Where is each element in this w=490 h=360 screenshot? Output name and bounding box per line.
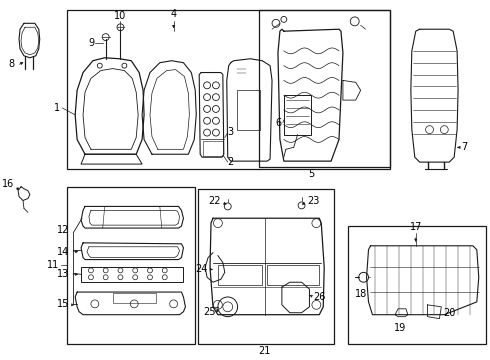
Text: 6: 6 [276,118,282,128]
Bar [259,9,390,167]
Text: 12: 12 [57,225,69,235]
Text: 23: 23 [308,195,320,206]
Text: 21: 21 [258,346,270,356]
Text: 26: 26 [314,292,326,302]
Text: 9: 9 [88,38,94,48]
Text: 1: 1 [54,103,60,113]
Bar [267,265,319,285]
Text: 7: 7 [461,142,467,152]
Text: 8: 8 [8,59,14,69]
Text: 16: 16 [2,179,14,189]
Text: 2: 2 [228,157,234,167]
Bar [284,95,312,135]
Bar [67,9,390,169]
Text: 11: 11 [47,261,59,270]
Text: 15: 15 [57,299,69,309]
Bar [113,293,156,303]
Bar [81,267,183,282]
Text: 22: 22 [208,195,221,206]
Text: 4: 4 [171,9,177,19]
Text: 10: 10 [114,12,126,21]
Text: 25: 25 [203,307,216,317]
Bar [237,90,260,130]
Text: 18: 18 [354,289,367,299]
Text: 14: 14 [57,247,69,257]
Text: 24: 24 [196,264,208,274]
Bar [218,265,262,285]
Bar [203,141,223,156]
Bar [348,226,486,344]
Text: 3: 3 [228,127,234,136]
Text: 20: 20 [443,308,456,318]
Bar [198,189,334,344]
Bar [67,187,195,344]
Text: 13: 13 [57,269,69,279]
Text: 17: 17 [410,222,422,232]
Text: 19: 19 [394,323,406,333]
Text: 5: 5 [308,169,315,179]
